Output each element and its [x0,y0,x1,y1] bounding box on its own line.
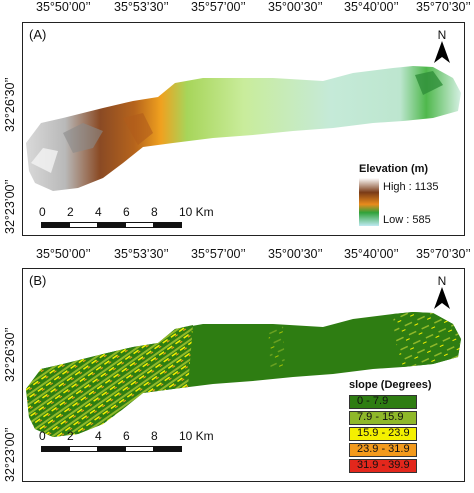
scale-tick: 0 [39,429,46,443]
scale-segment [153,446,182,452]
scale-segment [41,222,70,228]
north-arrow-icon [434,287,450,309]
legend-swatch [349,395,417,409]
scale-tick: 10 Km [179,429,214,443]
lat-label: 32°23’00’’ [3,427,17,482]
legend-swatch [349,459,417,473]
scale-bar-a: 0 2 4 6 8 10 Km [37,205,217,229]
lon-label: 35°53’30’’ [114,0,169,14]
scale-tick: 2 [67,429,74,443]
scale-tick: 6 [123,429,130,443]
legend-swatch [349,443,417,457]
scale-segment [41,446,70,452]
lon-label: 35°00’30’’ [268,247,323,261]
lon-label: 35°57’00’’ [191,247,246,261]
north-arrow-a: N [432,29,452,70]
lat-label: 32°26’30’’ [3,327,17,382]
elevation-map-panel: (A) N Elevation (m) [22,22,465,236]
lat-label: 32°26’30’’ [3,77,17,132]
scale-segment [69,446,98,452]
scale-segment [69,222,98,228]
legend-swatch [349,427,417,441]
north-label: N [437,274,447,288]
scale-tick: 4 [95,205,102,219]
scale-segment [125,446,154,452]
scale-tick: 6 [123,205,130,219]
panel-label-a: (A) [29,27,47,42]
slope-map-panel: (B) N slope (Degrees) 0 - 7.9 7. [22,268,465,482]
scale-tick: 4 [95,429,102,443]
north-arrow-icon [434,41,450,63]
north-label: N [437,28,447,42]
slope-legend-title: slope (Degrees) [349,379,432,391]
legend-label: 0 - 7.9 [357,395,389,407]
legend-label: 7.9 - 15.9 [357,411,404,423]
lon-label: 35°57’00’’ [191,0,246,14]
legend-label: 23.9 - 31.9 [357,443,410,455]
lon-label: 35°00’30’’ [268,0,323,14]
lon-label: 35°70’30’’ [416,247,471,261]
scale-tick: 8 [151,205,158,219]
slope-map [26,312,461,437]
north-arrow-b: N [432,275,452,316]
legend-label: 31.9 - 39.9 [357,459,410,471]
elevation-legend-ramp [359,178,379,226]
elevation-legend-title: Elevation (m) [359,163,429,175]
legend-low: Low : 585 [383,214,431,226]
legend-label: 15.9 - 23.9 [357,427,410,439]
legend-swatch [349,411,417,425]
elevation-map [26,66,461,191]
lon-label: 35°40’00’’ [344,0,399,14]
study-area-elevation [26,66,461,191]
lat-label: 32°23’00’’ [3,179,17,234]
panel-label-b: (B) [29,273,47,288]
scale-tick: 2 [67,205,74,219]
legend-high: High : 1135 [383,181,439,193]
lon-label: 35°70’30’’ [416,0,471,14]
study-area-slope [26,312,461,437]
lon-label: 35°50’00’’ [36,0,91,14]
scale-segment [97,446,126,452]
scale-tick: 8 [151,429,158,443]
lon-label: 35°40’00’’ [344,247,399,261]
lon-label: 35°50’00’’ [36,247,91,261]
scale-tick: 0 [39,205,46,219]
scale-segment [125,222,154,228]
scale-bar-b: 0 2 4 6 8 10 Km [37,429,217,453]
scale-tick: 10 Km [179,205,214,219]
lon-label: 35°53’30’’ [114,247,169,261]
scale-segment [153,222,182,228]
scale-segment [97,222,126,228]
